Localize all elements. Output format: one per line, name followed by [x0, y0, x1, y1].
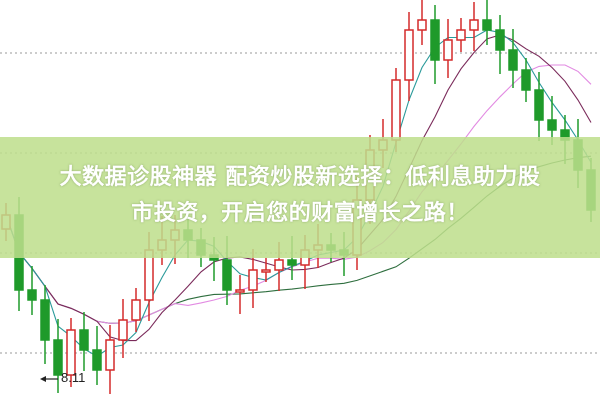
ma10-line [5, 34, 592, 342]
candle-down [79, 329, 89, 351]
candle-up [235, 289, 245, 293]
candle-up [456, 29, 466, 41]
ma20-line [5, 64, 592, 324]
headline: 大数据诊股神器 配资炒股新选择：低利息助力股 市投资，开启您的财富增长之路！ [0, 160, 600, 232]
candle-down [534, 89, 544, 121]
candle-down [222, 259, 232, 291]
candle-down [521, 69, 531, 91]
candle-up [404, 29, 414, 81]
candle-up [391, 79, 401, 141]
candle-up [248, 269, 258, 291]
candle-down [27, 289, 37, 301]
candle-up [443, 39, 453, 61]
candle-up [469, 19, 479, 31]
headline-line-2: 市投资，开启您的财富增长之路！ [131, 201, 469, 226]
candle-up [274, 259, 284, 271]
low-marker-arrow-icon [40, 376, 46, 382]
candle-down [53, 339, 63, 376]
candle-up [105, 339, 115, 371]
candle-down [547, 119, 557, 131]
candle-up [118, 319, 128, 341]
candle-down [287, 259, 297, 266]
candle-down [495, 29, 505, 51]
candle-down [40, 299, 50, 341]
candle-up [417, 19, 427, 31]
low-price-label: 8.11 [61, 370, 86, 385]
candle-down [482, 19, 492, 31]
candle-down [430, 19, 440, 61]
headline-banner [0, 137, 600, 258]
candle-down [92, 349, 102, 371]
candle-up [261, 269, 271, 273]
ma5-line [5, 29, 592, 357]
candle-up [66, 329, 76, 376]
headline-line-1: 大数据诊股神器 配资炒股新选择：低利息助力股 [59, 165, 541, 190]
candle-down [508, 49, 518, 71]
candle-up [131, 299, 141, 321]
